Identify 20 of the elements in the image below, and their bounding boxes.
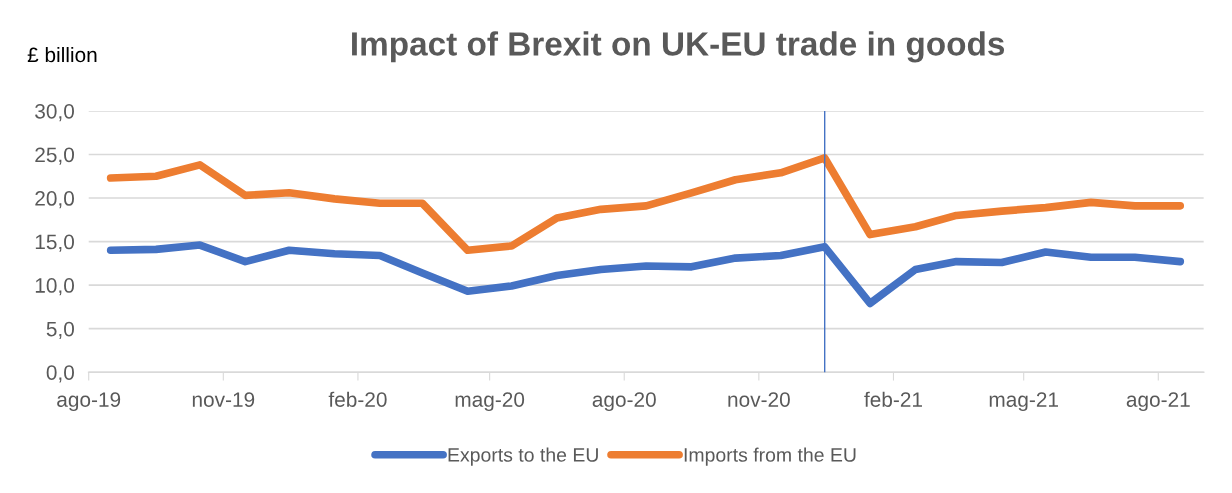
x-tick-label: nov-20 — [728, 392, 790, 407]
legend-label: Exports to the EU — [448, 447, 598, 466]
x-tick-label: ago-21 — [1126, 392, 1190, 412]
x-tick-label: mag-21 — [989, 392, 1058, 412]
y-tick-label: 30,0 — [35, 103, 74, 122]
y-tick-label: 0,0 — [46, 365, 74, 383]
y-tick-label: 20,0 — [35, 191, 74, 209]
x-tick-label: nov-19 — [192, 392, 255, 407]
x-tick-label: feb-21 — [864, 391, 922, 407]
y-tick-label: 5,0 — [46, 321, 74, 339]
y-tick-label: 25,0 — [35, 147, 74, 165]
y-tick-label: 10,0 — [35, 278, 74, 296]
y-axis-title: £ billion — [27, 46, 97, 63]
chart-title: Impact of Brexit on UK-EU trade in goods — [352, 31, 1005, 63]
x-tick-label: ago-19 — [57, 392, 121, 412]
x-tick-label: mag-20 — [455, 392, 525, 412]
x-tick-label: ago-20 — [592, 392, 656, 412]
y-tick-label: 15,0 — [35, 234, 74, 252]
x-tick-label: feb-20 — [328, 391, 387, 407]
legend-label: Imports from the EU — [684, 447, 856, 466]
